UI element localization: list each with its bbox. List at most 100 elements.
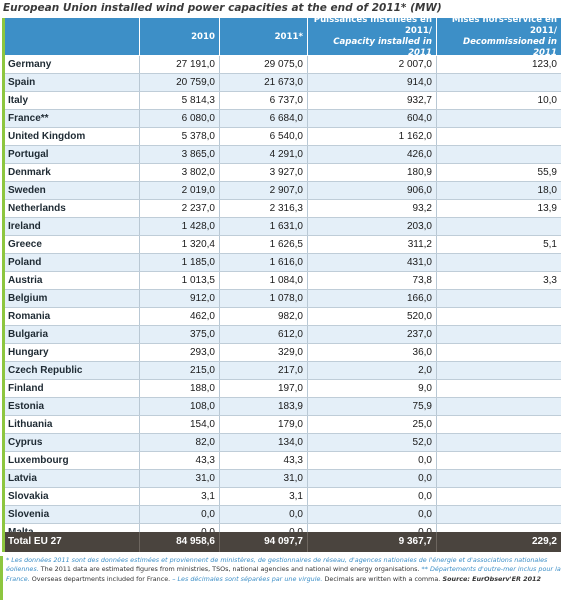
cell-2011: 3 927,0 (220, 164, 308, 181)
cell-country: Denmark (5, 164, 140, 181)
cell-country: Latvia (5, 470, 140, 487)
table-row: Luxembourg 43,3 43,3 0,0 (5, 452, 561, 470)
cell-2011: 3,1 (220, 488, 308, 505)
cell-decommissioned (437, 362, 561, 379)
cell-country: Ireland (5, 218, 140, 235)
cell-installed: 25,0 (308, 416, 437, 433)
cell-installed: 1 162,0 (308, 128, 437, 145)
cell-2010: 188,0 (140, 380, 220, 397)
cell-decommissioned (437, 146, 561, 163)
cell-installed: 166,0 (308, 290, 437, 307)
cell-decommissioned (437, 470, 561, 487)
total-label: Total EU 27 (5, 532, 140, 552)
cell-2010: 1 013,5 (140, 272, 220, 289)
cell-2011: 134,0 (220, 434, 308, 451)
cell-2010: 912,0 (140, 290, 220, 307)
total-row: Total EU 27 84 958,6 94 097,7 9 367,7 22… (5, 532, 561, 552)
table-row: Germany 27 191,0 29 075,0 2 007,0 123,0 (5, 56, 561, 74)
cell-2010: 1 185,0 (140, 254, 220, 271)
cell-decommissioned (437, 434, 561, 451)
cell-installed: 520,0 (308, 308, 437, 325)
cell-installed: 237,0 (308, 326, 437, 343)
cell-installed: 604,0 (308, 110, 437, 127)
cell-2011: 183,9 (220, 398, 308, 415)
header-decom-fr: Mises hors-service en 2011/ (451, 15, 557, 36)
cell-installed: 52,0 (308, 434, 437, 451)
cell-country: Greece (5, 236, 140, 253)
table-row: Bulgaria 375,0 612,0 237,0 (5, 326, 561, 344)
cell-country: Lithuania (5, 416, 140, 433)
cell-decommissioned (437, 506, 561, 523)
table-row: Latvia 31,0 31,0 0,0 (5, 470, 561, 488)
note-en-1: The 2011 data are estimated figures from… (38, 565, 420, 574)
table-row: Poland 1 185,0 1 616,0 431,0 (5, 254, 561, 272)
note-fr-3: – Les décimales sont séparées par une vi… (170, 574, 323, 583)
table-row: Finland 188,0 197,0 9,0 (5, 380, 561, 398)
cell-2010: 0,0 (140, 506, 220, 523)
cell-installed: 0,0 (308, 506, 437, 523)
cell-country: Germany (5, 56, 140, 73)
cell-country: Luxembourg (5, 452, 140, 469)
table-row: Ireland 1 428,0 1 631,0 203,0 (5, 218, 561, 236)
table-body: Germany 27 191,0 29 075,0 2 007,0 123,0 Spain… (5, 56, 561, 542)
data-table: 2010 2011* Puissances installées en 2011… (2, 15, 561, 552)
cell-2010: 5 814,3 (140, 92, 220, 109)
cell-installed: 2,0 (308, 362, 437, 379)
cell-2011: 1 626,5 (220, 236, 308, 253)
header-installed-en: Capacity installed in 2011 (333, 37, 432, 58)
cell-2011: 217,0 (220, 362, 308, 379)
cell-decommissioned (437, 380, 561, 397)
table-row: Czech Republic 215,0 217,0 2,0 (5, 362, 561, 380)
header-installed: Puissances installées en 2011/ Capacity … (308, 15, 437, 58)
cell-2010: 3,1 (140, 488, 220, 505)
table-title: European Union installed wind power capa… (3, 2, 442, 14)
cell-2010: 1 320,4 (140, 236, 220, 253)
cell-decommissioned (437, 254, 561, 271)
cell-decommissioned (437, 416, 561, 433)
cell-installed: 426,0 (308, 146, 437, 163)
cell-country: Estonia (5, 398, 140, 415)
cell-2011: 6 684,0 (220, 110, 308, 127)
cell-2010: 462,0 (140, 308, 220, 325)
cell-country: Slovenia (5, 506, 140, 523)
cell-decommissioned: 55,9 (537, 167, 557, 178)
cell-2011: 0,0 (220, 506, 308, 523)
cell-installed: 73,8 (308, 272, 437, 289)
cell-2010: 82,0 (140, 434, 220, 451)
cell-installed: 431,0 (308, 254, 437, 271)
cell-decommissioned (437, 290, 561, 307)
cell-2010: 5 378,0 (140, 128, 220, 145)
cell-decommissioned: 5,1 (543, 239, 557, 250)
cell-2011: 1 084,0 (220, 272, 308, 289)
table-row: Estonia 108,0 183,9 75,9 (5, 398, 561, 416)
cell-2011: 1 616,0 (220, 254, 308, 271)
cell-2010: 2 019,0 (140, 182, 220, 199)
table-row: Belgium 912,0 1 078,0 166,0 (5, 290, 561, 308)
table-header: 2010 2011* Puissances installées en 2011… (5, 15, 561, 58)
cell-installed: 0,0 (308, 488, 437, 505)
cell-country: Italy (5, 92, 140, 109)
total-installed: 9 367,7 (308, 532, 437, 552)
cell-2011: 1 631,0 (220, 218, 308, 235)
cell-installed: 0,0 (308, 470, 437, 487)
cell-country: Poland (5, 254, 140, 271)
table-row: Spain 20 759,0 21 673,0 914,0 (5, 74, 561, 92)
note-en-2: Overseas departments included for France… (29, 574, 171, 583)
cell-decommissioned: 3,3 (543, 275, 557, 286)
cell-installed: 906,0 (308, 182, 437, 199)
cell-country: Cyprus (5, 434, 140, 451)
cell-installed: 932,7 (308, 92, 437, 109)
cell-2011: 2 316,3 (220, 200, 308, 217)
cell-decommissioned (437, 326, 561, 343)
cell-2010: 2 237,0 (140, 200, 220, 217)
cell-2010: 31,0 (140, 470, 220, 487)
cell-2011: 1 078,0 (220, 290, 308, 307)
total-2010: 84 958,6 (140, 532, 220, 552)
table-row: Lithuania 154,0 179,0 25,0 (5, 416, 561, 434)
header-2010: 2010 (140, 18, 220, 56)
note-en-3: Decimals are written with a comma. (322, 574, 441, 583)
table-row: Denmark 3 802,0 3 927,0 180,9 55,9 (5, 164, 561, 182)
table-row: Sweden 2 019,0 2 907,0 906,0 18,0 (5, 182, 561, 200)
header-decom-en: Decommissioned in 2011 (462, 37, 557, 58)
table-row: Greece 1 320,4 1 626,5 311,2 5,1 (5, 236, 561, 254)
